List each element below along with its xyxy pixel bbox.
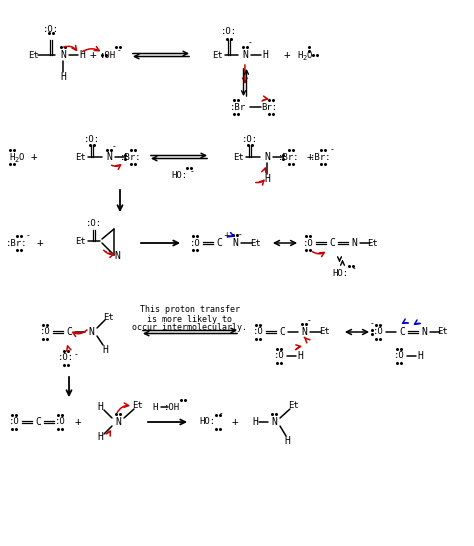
- Text: -: -: [75, 351, 78, 359]
- Text: H: H: [252, 417, 258, 427]
- Text: +: +: [36, 238, 44, 248]
- Text: -: -: [308, 317, 311, 325]
- Text: -: -: [331, 145, 334, 155]
- Text: :Br:: :Br:: [6, 239, 28, 247]
- Text: Et: Et: [251, 239, 261, 247]
- Text: C: C: [279, 327, 285, 337]
- Text: N: N: [106, 152, 112, 162]
- Text: H: H: [60, 72, 66, 82]
- Text: :O: :O: [393, 352, 404, 360]
- Text: :O:: :O:: [84, 134, 100, 144]
- Text: -: -: [191, 168, 194, 176]
- Text: 2: 2: [15, 157, 19, 163]
- Text: C: C: [399, 327, 405, 337]
- Text: Et: Et: [104, 312, 114, 322]
- Text: N: N: [301, 327, 307, 337]
- Text: H: H: [9, 152, 15, 162]
- Text: -: -: [353, 264, 356, 274]
- Text: :O:: :O:: [242, 134, 258, 144]
- Text: O: O: [306, 50, 312, 60]
- Text: Et: Et: [368, 239, 378, 247]
- Text: :O: :O: [253, 328, 264, 336]
- Text: Et: Et: [233, 152, 244, 162]
- Text: C: C: [329, 238, 335, 248]
- Text: H: H: [284, 436, 290, 446]
- Text: H: H: [102, 345, 108, 355]
- Text: :O:: :O:: [221, 27, 237, 37]
- Text: H: H: [297, 50, 303, 60]
- Text: :O: :O: [302, 239, 313, 247]
- Text: C: C: [66, 327, 72, 337]
- Text: N: N: [232, 238, 238, 248]
- Text: +: +: [283, 50, 291, 60]
- Text: +: +: [31, 152, 37, 162]
- Text: :Br:: :Br:: [120, 152, 142, 162]
- Text: This proton transfer: This proton transfer: [140, 306, 240, 314]
- Text: +: +: [223, 230, 229, 240]
- Text: N: N: [421, 327, 427, 337]
- Text: -: -: [220, 410, 223, 418]
- Text: N: N: [88, 327, 94, 337]
- Text: H: H: [152, 402, 158, 412]
- Text: -: -: [118, 46, 121, 56]
- Text: :O: :O: [40, 328, 50, 336]
- Text: H: H: [262, 50, 268, 60]
- Text: :O: :O: [273, 352, 284, 360]
- Text: C: C: [35, 417, 41, 427]
- Text: Et: Et: [75, 236, 86, 246]
- Text: +: +: [232, 417, 238, 427]
- Text: occur intermolecularly.: occur intermolecularly.: [133, 323, 247, 333]
- Text: N: N: [60, 50, 66, 60]
- Text: N: N: [271, 417, 277, 427]
- Text: +: +: [90, 50, 96, 60]
- Text: H: H: [264, 174, 270, 184]
- Text: Et: Et: [133, 401, 143, 410]
- Text: HO:: HO:: [332, 269, 348, 277]
- Text: H: H: [97, 402, 103, 412]
- Text: Et: Et: [319, 328, 330, 336]
- Text: -: -: [371, 319, 374, 329]
- Text: :O: :O: [190, 239, 201, 247]
- Text: :Br:: :Br:: [310, 152, 332, 162]
- Text: Et: Et: [75, 152, 86, 162]
- Text: -: -: [27, 232, 30, 240]
- Text: :O:: :O:: [86, 219, 102, 228]
- Text: O: O: [18, 152, 24, 162]
- Text: 2: 2: [303, 55, 307, 61]
- Text: N: N: [115, 417, 121, 427]
- Text: :O:: :O:: [43, 26, 59, 34]
- Text: N: N: [114, 251, 120, 261]
- Text: N: N: [264, 152, 270, 162]
- Text: :O: :O: [55, 418, 65, 426]
- Text: HO:: HO:: [171, 170, 187, 180]
- Text: :Br: :Br: [230, 103, 246, 111]
- Text: H: H: [79, 50, 85, 60]
- Text: +: +: [74, 417, 82, 427]
- Text: +: +: [307, 152, 313, 162]
- Text: HO:: HO:: [199, 418, 215, 426]
- Text: -: -: [239, 230, 242, 240]
- Text: -: -: [113, 143, 116, 151]
- Text: Et: Et: [28, 50, 39, 60]
- Text: is more likely to: is more likely to: [147, 314, 233, 323]
- Text: :OH: :OH: [100, 50, 116, 60]
- Text: N: N: [242, 50, 248, 60]
- Text: H: H: [297, 351, 303, 361]
- Text: :O: :O: [9, 418, 19, 426]
- Text: Et: Et: [212, 50, 223, 60]
- Text: Et: Et: [438, 328, 448, 336]
- Text: Et: Et: [289, 401, 300, 410]
- Text: :OH: :OH: [164, 402, 180, 412]
- Text: :O:: :O:: [58, 353, 74, 363]
- Text: H: H: [97, 432, 103, 442]
- Text: Br:: Br:: [261, 103, 277, 111]
- Text: :O: :O: [373, 328, 383, 336]
- Text: C: C: [216, 238, 222, 248]
- Text: -: -: [249, 39, 252, 48]
- Text: :Br:: :Br:: [278, 152, 300, 162]
- Text: H: H: [417, 351, 423, 361]
- Text: ..: ..: [104, 247, 112, 253]
- Text: N: N: [351, 238, 357, 248]
